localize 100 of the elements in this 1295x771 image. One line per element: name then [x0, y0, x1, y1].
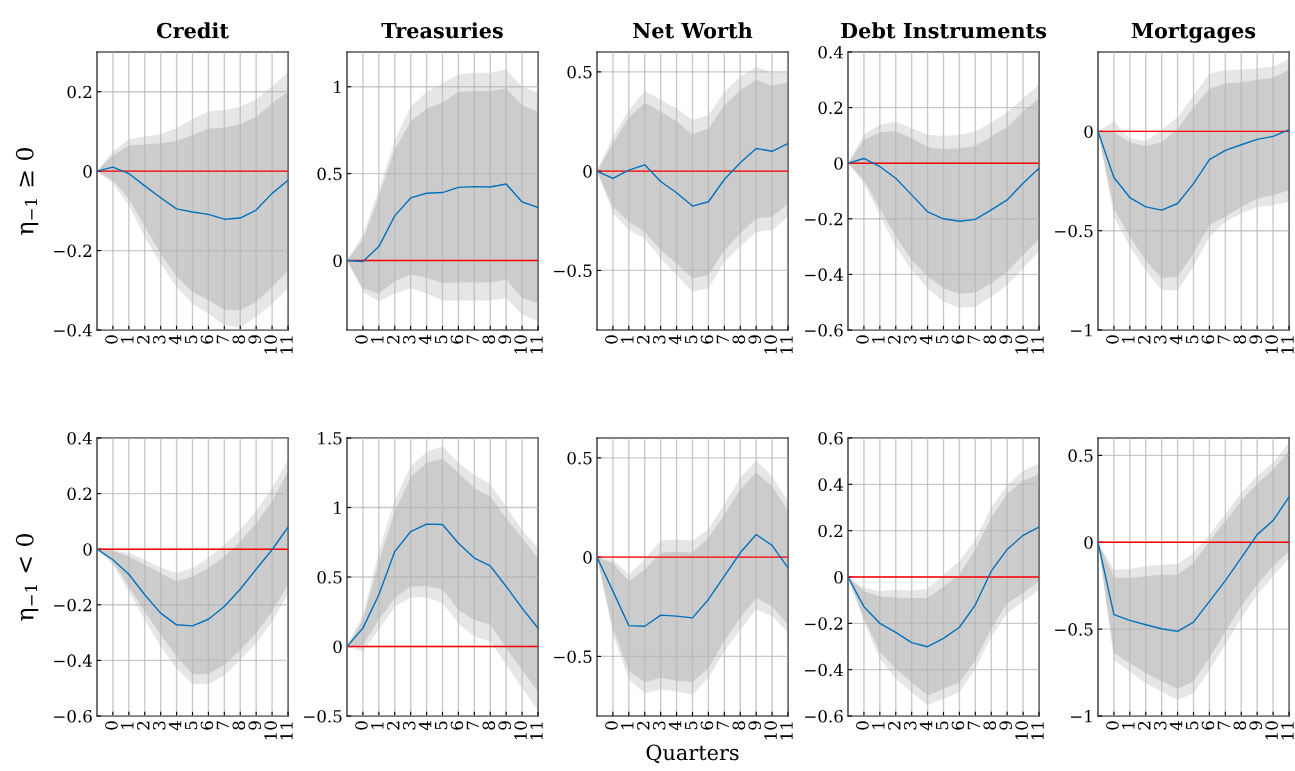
x-tick-label: 0 [605, 335, 618, 344]
chart-title: Credit [156, 22, 229, 39]
x-tick-label: 3 [1153, 721, 1167, 730]
x-tick-label: 0 [1106, 335, 1119, 344]
y-tick-label: −0.5 [554, 264, 592, 277]
x-tick-label: 8 [482, 335, 496, 344]
x-tick-label: 6 [700, 335, 714, 344]
x-tick-label: 2 [887, 721, 901, 730]
line-series [597, 142, 788, 207]
y-tick-label: −0.4 [54, 654, 92, 667]
x-tick-label: 8 [232, 721, 246, 730]
x-tick-label: 9 [1249, 721, 1262, 730]
x-tick-label: 9 [248, 335, 261, 344]
y-tick-label: 0 [834, 157, 843, 170]
x-tick-label: 7 [466, 721, 479, 730]
y-tick-label: −0.5 [554, 650, 592, 663]
x-tick-label: 10 [264, 721, 277, 740]
y-tick-label: 0.5 [567, 451, 592, 465]
x-tick-label: 7 [1217, 335, 1230, 344]
y-tick-label: −0.4 [805, 268, 843, 281]
x-tick-label: 3 [402, 721, 416, 730]
x-tick-label: 4 [418, 335, 432, 345]
y-tick-label: 0 [333, 254, 342, 268]
y-tick-label: 0.2 [67, 85, 92, 99]
x-tick-label: 5 [434, 721, 448, 730]
x-tick-label: 1 [121, 722, 134, 729]
x-tick-label: 7 [967, 335, 980, 344]
y-tick-label: 0 [834, 570, 843, 584]
x-tick-label: 9 [748, 721, 761, 730]
x-tick-label: 7 [716, 335, 729, 344]
x-tick-label: 8 [983, 335, 997, 344]
x-tick-label: 6 [1201, 335, 1215, 344]
x-tick-label: 8 [1233, 721, 1247, 730]
y-tick-label: 0 [1084, 536, 1093, 549]
y-tick-label: −0.2 [805, 212, 843, 226]
chart-title: Mortgages [1131, 22, 1256, 43]
x-tick-label: 0 [1106, 721, 1119, 730]
y-tick-label: 0.4 [818, 45, 843, 59]
x-tick-label: 11 [1281, 722, 1294, 740]
line-series [848, 157, 1039, 222]
x-tick-label: 4 [668, 335, 682, 345]
y-tick-label: 0.5 [567, 65, 592, 79]
y-tick-label: 0 [583, 551, 592, 564]
x-tick-label: 1 [371, 722, 384, 729]
x-tick-label: 4 [168, 335, 182, 345]
x-tick-label: 8 [732, 335, 746, 344]
x-tick-label: 8 [732, 721, 746, 730]
x-tick-label: 3 [152, 721, 166, 730]
y-tick-label: 0 [333, 640, 342, 654]
y-tick-label: −0.5 [1055, 224, 1093, 238]
x-tick-label: 10 [1015, 335, 1028, 354]
x-tick-label: 5 [684, 721, 698, 730]
x-tick-label: 6 [700, 721, 714, 730]
x-tick-label: 6 [951, 335, 965, 344]
x-tick-label: 11 [780, 336, 793, 354]
x-tick-label: 0 [605, 721, 618, 730]
x-tick-label: 7 [716, 721, 729, 730]
x-tick-label: 10 [764, 721, 777, 740]
x-tick-label: 11 [1281, 336, 1294, 354]
x-tick-label: 4 [919, 721, 933, 731]
x-tick-label: 0 [105, 721, 118, 730]
line-series [848, 526, 1039, 648]
x-tick-label: 6 [200, 721, 214, 730]
x-tick-label: 10 [514, 335, 527, 354]
x-tick-label: 6 [450, 335, 464, 344]
y-tick-label: −0.5 [304, 709, 342, 723]
y-tick-label: 1.5 [318, 431, 342, 445]
y-tick-label: −0.2 [54, 598, 92, 612]
chart-title: Debt Instruments [841, 22, 1047, 39]
y-tick-label: 0 [1084, 125, 1093, 138]
x-tick-label: 8 [983, 721, 997, 730]
y-tick-label: 1 [334, 80, 341, 94]
x-tick-label: 7 [216, 721, 229, 730]
x-tick-label: 10 [264, 335, 277, 354]
y-tick-label: −0.6 [805, 323, 843, 337]
y-tick-label: 0.6 [818, 431, 843, 445]
y-tick-label: 0.5 [317, 167, 342, 181]
x-tick-label: 1 [1122, 722, 1135, 729]
x-tick-label: 6 [200, 335, 214, 344]
x-tick-label: 5 [434, 335, 448, 344]
x-tick-label: 6 [1201, 721, 1215, 730]
line-series [97, 526, 288, 627]
x-tick-label: 1 [872, 722, 885, 729]
x-tick-label: 5 [184, 335, 198, 344]
x-tick-label: 1 [121, 336, 134, 343]
line-series [347, 523, 538, 648]
line-series [97, 166, 288, 220]
x-tick-label: 2 [136, 335, 150, 344]
x-tick-label: 9 [498, 335, 511, 344]
x-tick-label: 5 [935, 721, 949, 730]
y-tick-label: −0.2 [805, 617, 843, 630]
y-tick-label: 0 [83, 543, 92, 556]
x-tick-label: 0 [856, 721, 869, 730]
x-tick-label: 3 [652, 335, 666, 344]
x-tick-label: 5 [1185, 335, 1199, 344]
x-tick-label: 7 [216, 335, 229, 344]
x-tick-label: 5 [684, 335, 698, 344]
x-tick-label: 4 [1169, 335, 1183, 345]
x-tick-label: 11 [280, 336, 293, 354]
x-tick-label: 1 [371, 336, 384, 343]
